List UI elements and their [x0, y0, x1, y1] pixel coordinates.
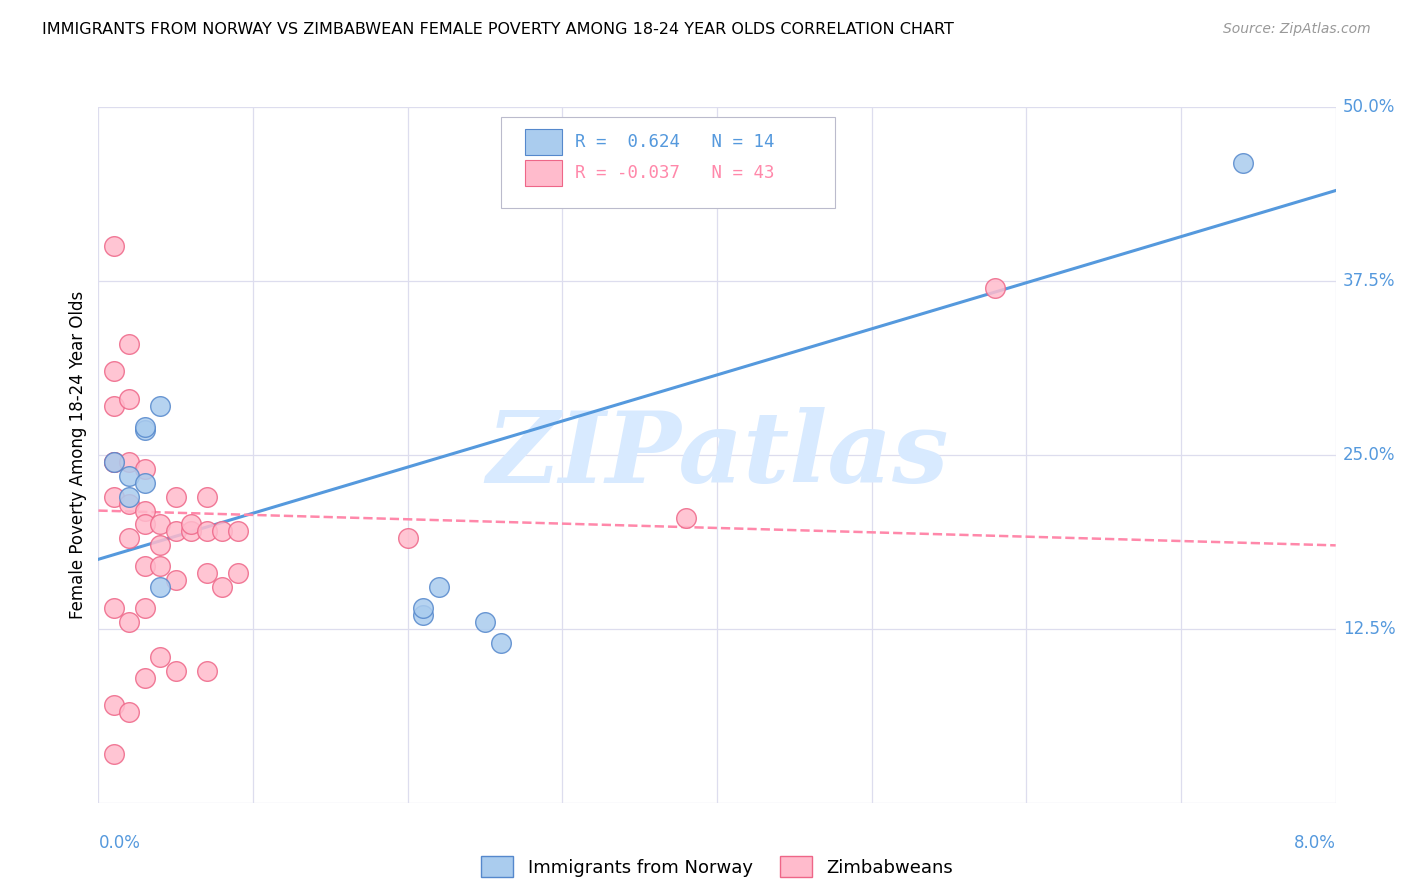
Point	[118, 455, 141, 469]
Point	[226, 524, 249, 539]
Point	[118, 490, 141, 504]
Point	[180, 517, 202, 532]
Point	[412, 607, 434, 622]
Point	[489, 636, 512, 650]
Point	[103, 455, 125, 469]
Point	[195, 566, 218, 581]
Point	[103, 490, 125, 504]
Point	[118, 336, 141, 351]
Point	[149, 538, 172, 552]
Text: 25.0%: 25.0%	[1343, 446, 1395, 464]
Point	[103, 698, 125, 713]
Point	[165, 490, 187, 504]
Point	[675, 510, 697, 524]
Point	[195, 524, 218, 539]
Point	[1232, 155, 1254, 169]
Point	[195, 490, 218, 504]
Point	[149, 399, 172, 413]
Point	[195, 664, 218, 678]
Point	[103, 601, 125, 615]
Point	[165, 524, 187, 539]
Legend: Immigrants from Norway, Zimbabweans: Immigrants from Norway, Zimbabweans	[474, 849, 960, 884]
Point	[103, 455, 125, 469]
Text: 37.5%: 37.5%	[1343, 272, 1395, 290]
Point	[149, 580, 172, 594]
Point	[134, 671, 156, 685]
Point	[149, 559, 172, 574]
FancyBboxPatch shape	[501, 118, 835, 208]
Point	[134, 423, 156, 437]
Text: 8.0%: 8.0%	[1294, 834, 1336, 852]
Point	[103, 364, 125, 378]
Point	[226, 566, 249, 581]
Point	[211, 524, 233, 539]
Text: 12.5%: 12.5%	[1343, 620, 1395, 638]
Y-axis label: Female Poverty Among 18-24 Year Olds: Female Poverty Among 18-24 Year Olds	[69, 291, 87, 619]
Point	[103, 399, 125, 413]
Point	[134, 475, 156, 490]
Text: ZIPatlas: ZIPatlas	[486, 407, 948, 503]
Text: 0.0%: 0.0%	[98, 834, 141, 852]
Point	[134, 601, 156, 615]
Point	[149, 517, 172, 532]
Point	[412, 601, 434, 615]
Point	[118, 497, 141, 511]
Point	[396, 532, 419, 546]
Point	[118, 392, 141, 407]
Point	[984, 281, 1007, 295]
Text: R = -0.037   N = 43: R = -0.037 N = 43	[575, 164, 775, 182]
Point	[134, 559, 156, 574]
Text: Source: ZipAtlas.com: Source: ZipAtlas.com	[1223, 22, 1371, 37]
Point	[165, 573, 187, 587]
Point	[427, 580, 450, 594]
Point	[134, 503, 156, 517]
Point	[211, 580, 233, 594]
Text: R =  0.624   N = 14: R = 0.624 N = 14	[575, 133, 775, 151]
Text: IMMIGRANTS FROM NORWAY VS ZIMBABWEAN FEMALE POVERTY AMONG 18-24 YEAR OLDS CORREL: IMMIGRANTS FROM NORWAY VS ZIMBABWEAN FEM…	[42, 22, 955, 37]
Point	[149, 649, 172, 664]
Point	[165, 664, 187, 678]
Point	[134, 420, 156, 434]
Point	[134, 517, 156, 532]
Point	[103, 239, 125, 253]
Point	[103, 455, 125, 469]
Point	[118, 615, 141, 629]
FancyBboxPatch shape	[526, 128, 562, 155]
Point	[134, 462, 156, 476]
Point	[180, 524, 202, 539]
FancyBboxPatch shape	[526, 160, 562, 186]
Text: 50.0%: 50.0%	[1343, 98, 1395, 116]
Point	[103, 747, 125, 761]
Point	[118, 706, 141, 720]
Point	[118, 532, 141, 546]
Point	[474, 615, 496, 629]
Point	[118, 468, 141, 483]
